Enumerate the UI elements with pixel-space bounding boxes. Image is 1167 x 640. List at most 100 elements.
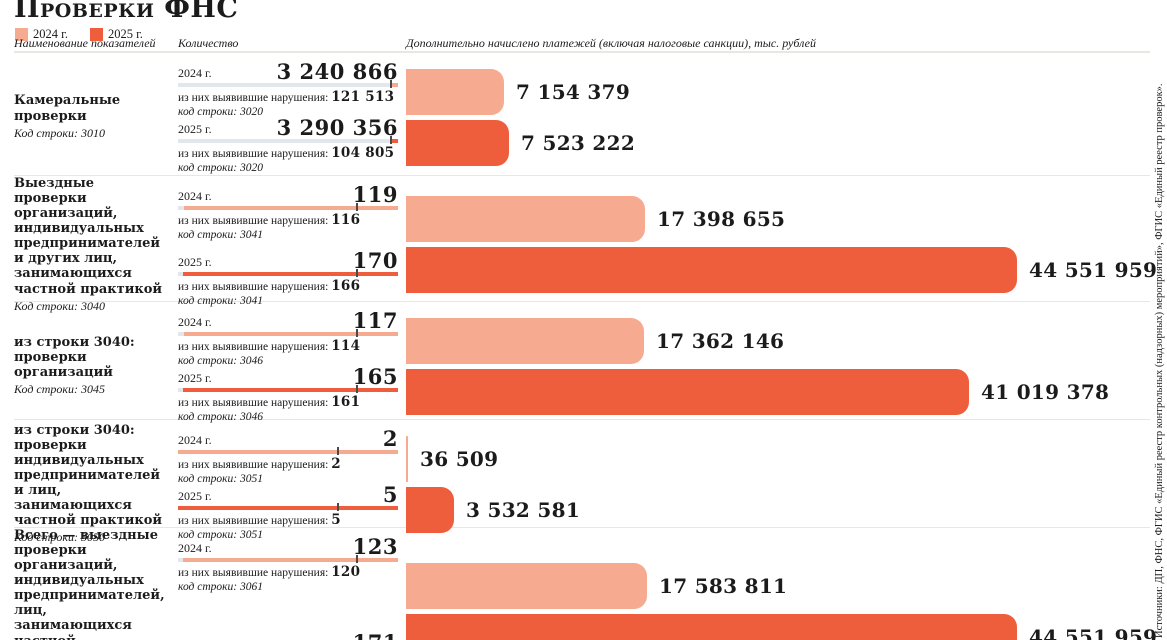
indicator-cell: Камеральные проверки Код строки: 3010 (14, 53, 178, 181)
indicator-name: Выездные проверки организаций, индивидуа… (14, 176, 163, 297)
legend-item-2025: 2025 г. (89, 27, 143, 42)
count-block: 2024 г. 117 из них выявившие нарушения: … (178, 310, 398, 367)
count-block: 2024 г. 3 240 866 из них выявившие наруш… (178, 61, 398, 118)
indicator-cell: Выездные проверки организаций, индивидуа… (14, 176, 178, 314)
column-headers: Наименование показателей Количество Допо… (14, 37, 1150, 49)
violations-value: 120 (331, 564, 361, 580)
violations-ratio-fill (183, 388, 398, 392)
leader-tick-icon (356, 203, 359, 211)
violations-line: из них выявившие нарушения: 120 (178, 555, 398, 580)
year-label: 2024 г. (178, 433, 212, 447)
indicator-name: из строки 3040: проверки организаций (14, 334, 135, 381)
bars-cell: 36 509 3 532 581 (406, 420, 1150, 548)
violations-label: из них выявившие нарушения: (178, 92, 329, 104)
indicator-code: Код строки: 3050 (14, 530, 106, 545)
leader-tick-icon (356, 268, 359, 277)
indicator-cell: Всего — выездные проверки организаций, и… (14, 528, 178, 640)
amount-value: 36 509 (420, 446, 499, 471)
count-block: 2024 г. 119 из них выявившие нарушения: … (178, 182, 398, 241)
violations-value: 5 (331, 512, 341, 528)
count-block: 2025 г. 165 из них выявившие нарушения: … (178, 366, 398, 423)
violations-code: код строки: 3041 (178, 229, 263, 241)
count-value: 5 (382, 482, 398, 507)
amount-bar (406, 247, 1017, 294)
year-label: 2024 г. (178, 315, 212, 329)
year-label: 2025 г. (178, 371, 212, 385)
amount-value: 3 532 581 (466, 497, 581, 522)
amount-bar (406, 317, 644, 364)
amount-bar (406, 68, 504, 115)
violations-ratio-fill (390, 139, 398, 143)
amount-bar (406, 563, 647, 610)
bar-row: 44 551 959 (406, 614, 1157, 640)
violations-ratio-track (178, 332, 398, 336)
legend: 2024 г. 2025 г. (15, 27, 143, 42)
violations-value-wrap: 116 (331, 203, 361, 228)
violations-value: 161 (331, 394, 361, 410)
amount-value: 44 551 959 (1029, 258, 1158, 283)
amount-value: 41 019 378 (981, 379, 1110, 404)
violations-label: из них выявившие нарушения: (178, 397, 329, 409)
bar-row: 41 019 378 (406, 368, 1150, 415)
violations-ratio-track (178, 558, 398, 562)
indicator-name: из строки 3040: проверки индивидуальных … (14, 422, 163, 529)
count-cell: 2024 г. 3 240 866 из них выявившие наруш… (178, 53, 406, 181)
year-label: 2025 г. (178, 489, 212, 503)
violations-value-wrap: 161 (331, 385, 361, 410)
violations-ratio-fill (183, 332, 398, 336)
count-block: 2025 г. 171 из них выявившие нарушения: … (178, 632, 398, 640)
table-row: Выездные проверки организаций, индивидуа… (14, 176, 1157, 313)
indicator-code: Код строки: 3040 (14, 298, 106, 313)
indicator-code: Код строки: 3045 (14, 382, 106, 397)
count-block: 2025 г. 5 из них выявившие нарушения: 5 … (178, 482, 398, 541)
violations-line: из них выявившие нарушения: 104 805 (178, 136, 398, 161)
count-value: 119 (352, 182, 398, 207)
rows-container: Камеральные проверки Код строки: 3010 20… (0, 53, 1167, 640)
indicator-cell: из строки 3040: проверки индивидуальных … (14, 420, 178, 548)
table-row: Камеральные проверки Код строки: 3010 20… (14, 53, 1150, 176)
violations-ratio-fill (183, 206, 398, 210)
violations-value-wrap: 166 (331, 268, 360, 294)
leader-tick-icon (356, 385, 359, 393)
bar-row: 44 551 959 (406, 247, 1158, 294)
indicator-code: Код строки: 3010 (14, 125, 106, 140)
violations-ratio-track (178, 271, 398, 276)
year-label: 2025 г. (178, 122, 212, 136)
count-cell: 2024 г. 119 из них выявившие нарушения: … (178, 176, 406, 314)
violations-ratio-track (178, 506, 398, 510)
violations-value: 104 805 (331, 145, 395, 161)
year-label: 2024 г. (178, 541, 212, 555)
legend-swatch-2024-icon (15, 28, 28, 41)
violations-label: из них выявившие нарушения: (178, 341, 329, 353)
year-label: 2025 г. (178, 254, 212, 269)
year-label: 2024 г. (178, 189, 212, 203)
violations-value: 116 (331, 212, 361, 228)
count-block: 2024 г. 2 из них выявившие нарушения: 2 … (178, 426, 398, 485)
count-head: 2024 г. 117 (178, 310, 398, 331)
bars-cell: 17 583 811 44 551 959 (406, 528, 1157, 640)
count-value: 2 (382, 426, 398, 451)
count-head: 2025 г. 171 (178, 632, 398, 640)
amount-value: 7 523 222 (521, 130, 636, 155)
count-head: 2024 г. 119 (178, 182, 398, 207)
violations-ratio-track (178, 206, 398, 210)
violations-line: из них выявившие нарушения: 5 (178, 503, 398, 528)
violations-label: из них выявившие нарушения: (178, 459, 329, 471)
violations-code: код строки: 3061 (178, 581, 263, 593)
count-head: 2024 г. 3 240 866 (178, 61, 398, 82)
amount-bar (406, 368, 969, 415)
violations-code: код строки: 3046 (178, 411, 263, 423)
table-row: Всего — выездные проверки организаций, и… (14, 528, 1157, 640)
amount-bar (406, 435, 408, 482)
amount-bar (406, 486, 454, 533)
violations-line: из них выявившие нарушения: 121 513 (178, 80, 398, 105)
violations-ratio-track (178, 450, 398, 454)
violations-value: 2 (331, 456, 341, 472)
count-head: 2024 г. 2 (178, 426, 398, 451)
source-note: Источники: ДП, ФНС, ФГИС «Единый реестр … (1154, 83, 1165, 638)
amount-value: 17 583 811 (659, 574, 788, 599)
column-header-name: Наименование показателей (14, 36, 156, 50)
count-value: 123 (352, 534, 398, 559)
bar-row: 3 532 581 (406, 486, 1150, 533)
violations-value: 121 513 (331, 89, 395, 105)
